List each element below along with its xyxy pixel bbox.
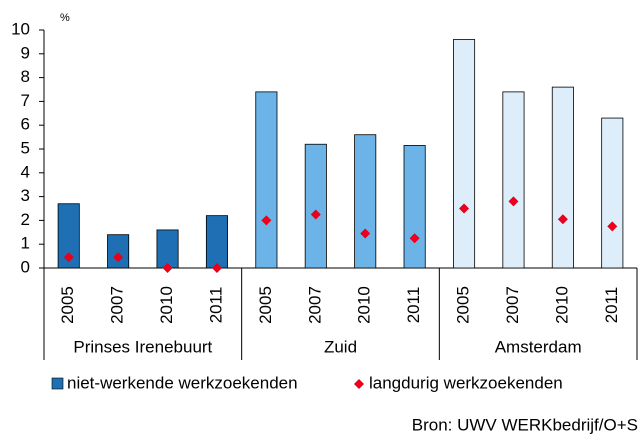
y-tick-label: 7 <box>21 91 30 110</box>
x-tick-label: 2007 <box>305 286 324 324</box>
y-tick-label: 9 <box>21 43 30 62</box>
bar <box>354 134 377 269</box>
unit-label: % <box>60 12 70 24</box>
marker <box>459 203 470 214</box>
x-tick-label: 2007 <box>108 286 127 324</box>
group-label: Amsterdam <box>495 337 582 356</box>
x-tick-label: 2005 <box>454 286 473 324</box>
y-tick-label: 3 <box>21 186 30 205</box>
x-tick-label: 2010 <box>552 286 571 324</box>
x-tick-label: 2011 <box>206 287 225 324</box>
bar <box>601 117 624 269</box>
bar <box>453 39 476 269</box>
x-tick-label: 2011 <box>602 287 621 324</box>
bar <box>551 86 574 269</box>
y-tick-label: 8 <box>21 67 30 86</box>
bar <box>107 234 130 269</box>
marker <box>607 221 618 232</box>
marker <box>211 263 222 273</box>
y-tick-label: 6 <box>21 115 30 134</box>
y-tick-label: 10 <box>11 19 30 38</box>
marker <box>508 196 519 207</box>
x-tick-label: 2011 <box>404 287 423 324</box>
x-tick-label: 2007 <box>503 286 522 324</box>
bar <box>304 143 327 269</box>
bar <box>255 91 278 269</box>
y-tick-label: 5 <box>21 138 30 157</box>
y-tick-label: 0 <box>21 257 30 276</box>
bar <box>502 91 525 269</box>
group-label: Prinses Irenebuurt <box>73 337 212 356</box>
group-label: Zuid <box>324 337 357 356</box>
x-tick-label: 2010 <box>355 286 374 324</box>
y-tick-label: 4 <box>21 162 30 181</box>
marker <box>409 233 420 244</box>
x-tick-label: 2010 <box>157 286 176 324</box>
marker <box>162 263 173 273</box>
legend-label: niet-werkende werkzoekenden <box>67 373 298 392</box>
x-tick-label: 2005 <box>58 286 77 324</box>
marker <box>360 228 371 239</box>
marker <box>261 215 272 226</box>
y-tick-label: 1 <box>21 234 30 253</box>
marker <box>557 214 568 225</box>
bar <box>205 215 228 269</box>
legend-swatch <box>51 377 64 390</box>
legend-swatch <box>354 379 364 389</box>
bar <box>156 229 179 269</box>
legend-label: langdurig werkzoekenden <box>369 373 563 392</box>
bar <box>57 203 80 269</box>
marker <box>113 252 124 263</box>
source: Bron: UWV WERKbedrijf/O+S <box>412 415 638 434</box>
bar <box>403 145 426 269</box>
marker <box>310 209 321 220</box>
y-tick-label: 2 <box>21 210 30 229</box>
marker <box>63 252 74 263</box>
x-tick-label: 2005 <box>256 286 275 324</box>
